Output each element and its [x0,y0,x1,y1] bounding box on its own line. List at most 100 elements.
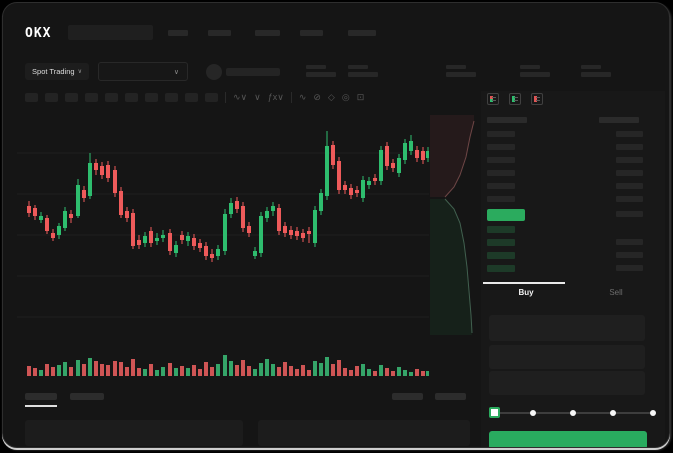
ask-amount-skeleton[interactable] [616,183,643,189]
volume-bar [94,361,98,376]
app-window: OKX Spot Trading ∨ ∨ ∿∨ ∨ ƒx∨ ∿ ⊘ ◇ ◎ ⊡ Buy Sel… [2,2,670,448]
bid-amount-skeleton[interactable] [616,239,643,245]
ask-price-skeleton[interactable] [487,183,515,189]
timeframe-button-skeleton[interactable] [185,92,198,102]
slider-stop-dot[interactable] [570,410,576,416]
ask-price-skeleton[interactable] [487,196,515,202]
timeframe-button-skeleton[interactable] [45,92,58,102]
eraser-icon[interactable]: ⊘ [313,92,321,102]
volume-bar [180,366,184,376]
slider-stop-dot[interactable] [650,410,656,416]
candle-body [82,190,86,198]
candle-body [307,231,311,234]
nav-item-skeleton[interactable] [168,30,188,36]
volume-bar [337,360,341,376]
orders-action-skeleton[interactable] [392,393,423,400]
buy-submit-button[interactable] [489,431,647,447]
last-price-highlight[interactable] [487,209,525,221]
indicators-icon[interactable]: ƒx∨ [267,92,284,102]
book-asks-view-icon[interactable] [531,93,543,105]
active-tab-indicator [483,282,565,284]
candle-body [337,161,341,190]
nav-item-skeleton[interactable] [300,30,323,36]
volume-bar [27,366,31,376]
candle-style-icon[interactable]: ∿∨ [233,92,248,102]
ask-amount-skeleton[interactable] [616,170,643,176]
ask-price-skeleton[interactable] [487,157,515,163]
slider-handle[interactable] [489,407,500,418]
pair-dropdown[interactable]: ∨ [98,62,188,81]
nav-item-skeleton[interactable] [208,30,231,36]
ask-price-skeleton[interactable] [487,131,515,137]
volume-bar [247,366,251,376]
volume-bar [367,369,371,376]
volume-bar [349,370,353,376]
candle-body [426,151,429,158]
candle-body [180,235,184,240]
line-tool-icon[interactable]: ∿ [298,92,307,102]
chevron-down-icon[interactable]: ∨ [254,92,261,102]
candle-body [186,236,190,241]
candlestick-chart[interactable] [17,113,429,333]
candle-body [161,235,165,238]
ask-amount-skeleton[interactable] [616,196,643,202]
bid-price-skeleton[interactable] [487,265,515,272]
trade-form-field-skeleton[interactable] [489,315,645,341]
nav-item-skeleton[interactable] [348,30,376,36]
volume-bar [69,367,73,376]
bid-price-skeleton[interactable] [487,226,515,233]
candle-body [223,214,227,251]
bid-amount-skeleton[interactable] [616,265,643,271]
timeframe-button-skeleton[interactable] [165,92,178,102]
ask-amount-skeleton[interactable] [616,157,643,163]
volume-bar [137,368,141,376]
candle-body [27,206,31,213]
spot-trading-selector[interactable]: Spot Trading ∨ [25,63,89,80]
volume-bar [223,355,227,376]
depth-chart[interactable] [430,115,481,335]
slider-stop-dot[interactable] [530,410,536,416]
timeframe-button-skeleton[interactable] [65,92,78,102]
asks-depth-area [430,115,474,197]
timeframe-button-skeleton[interactable] [105,92,118,102]
nav-item-skeleton[interactable] [255,30,280,36]
timeframe-button-skeleton[interactable] [205,92,218,102]
stat-label-skeleton [306,65,326,69]
volume-bar [253,369,257,376]
candle-body [253,251,257,256]
ask-amount-skeleton[interactable] [616,131,643,137]
bid-price-skeleton[interactable] [487,252,515,259]
fullscreen-icon[interactable]: ⊡ [356,92,365,102]
asks-depth-line [444,120,475,198]
bid-amount-skeleton[interactable] [616,252,643,258]
orders-tab-skeleton[interactable] [70,393,104,400]
stat-value-skeleton [520,72,550,77]
ask-price-skeleton[interactable] [487,170,515,176]
orders-action-skeleton[interactable] [435,393,466,400]
pair-title-skeleton [68,25,153,40]
top-bar: OKX [3,21,669,49]
tab-sell[interactable]: Sell [609,288,623,297]
trade-form-field-skeleton[interactable] [489,345,645,369]
book-bids-view-icon[interactable] [509,93,521,105]
settings-icon[interactable]: ◎ [341,92,350,102]
timeframe-button-skeleton[interactable] [85,92,98,102]
candle-body [100,166,104,175]
candle-body [63,211,67,228]
ask-price-skeleton[interactable] [487,144,515,150]
timeframe-button-skeleton[interactable] [145,92,158,102]
slider-stop-dot[interactable] [610,410,616,416]
candle-body [143,236,147,243]
tab-buy[interactable]: Buy [518,288,534,297]
timeframe-button-skeleton[interactable] [125,92,138,102]
camera-icon[interactable]: ◇ [327,92,335,102]
orderbook-trade-panel: Buy Sell [481,91,665,447]
volume-bar [192,365,196,376]
trade-form-field-skeleton[interactable] [489,371,645,395]
ask-amount-skeleton[interactable] [616,144,643,150]
timeframe-button-skeleton[interactable] [25,92,38,102]
bid-price-skeleton[interactable] [487,239,515,246]
book-split-view-icon[interactable] [487,93,499,105]
volume-bar [235,365,239,376]
orders-tab-skeleton[interactable] [25,393,57,400]
